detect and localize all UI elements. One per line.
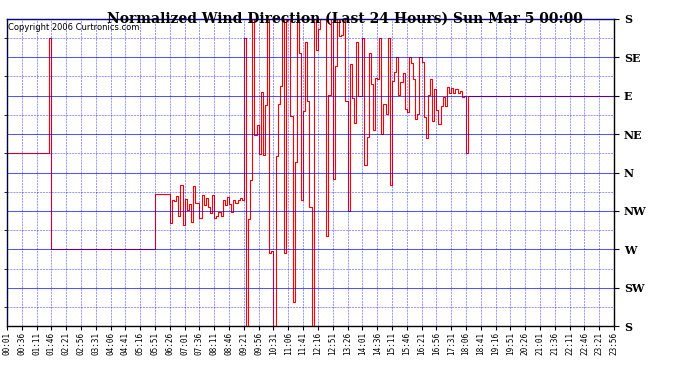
Text: Normalized Wind Direction (Last 24 Hours) Sun Mar 5 00:00: Normalized Wind Direction (Last 24 Hours… [107, 11, 583, 25]
Text: Copyright 2006 Curtronics.com: Copyright 2006 Curtronics.com [8, 23, 139, 32]
